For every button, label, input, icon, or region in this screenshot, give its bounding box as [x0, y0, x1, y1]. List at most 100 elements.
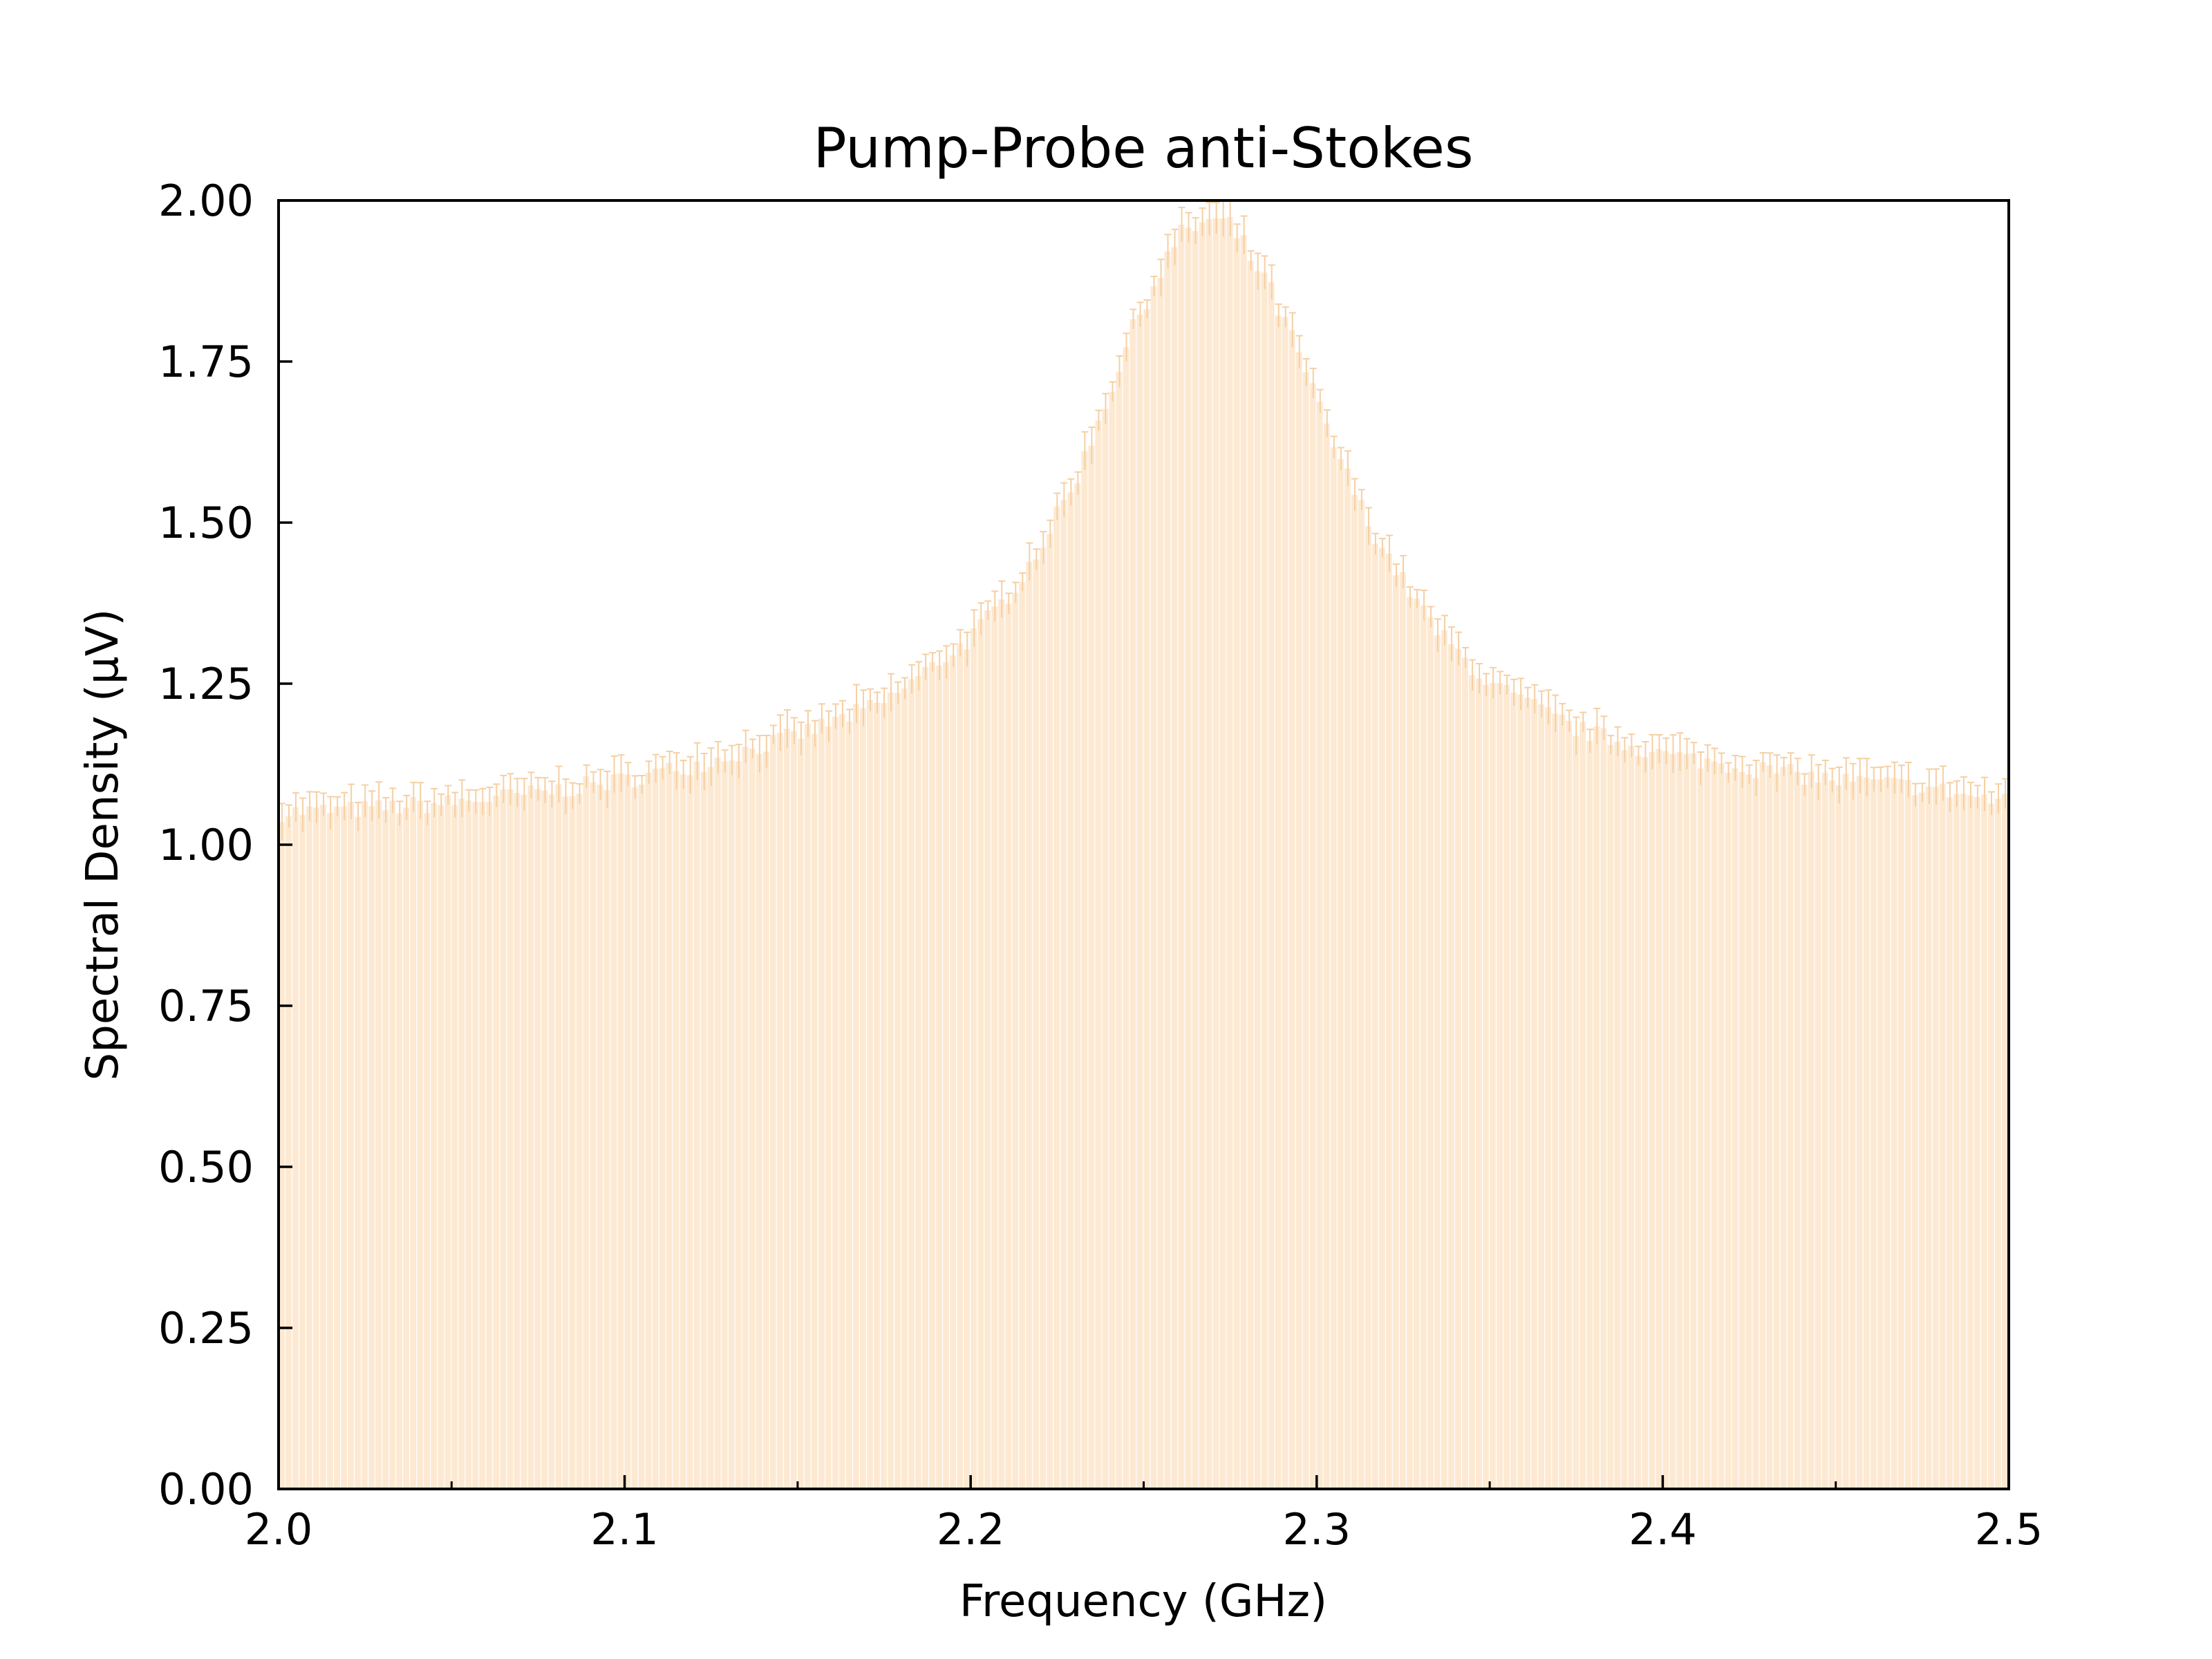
- bar: [1524, 697, 1530, 1490]
- bar: [1067, 492, 1074, 1489]
- bar: [1732, 768, 1738, 1489]
- bar: [783, 729, 790, 1489]
- bar: [1725, 772, 1732, 1489]
- bar: [320, 805, 326, 1489]
- bar: [991, 606, 998, 1489]
- bar: [1268, 282, 1275, 1490]
- bar: [1607, 744, 1614, 1489]
- bar: [1157, 278, 1164, 1489]
- bar: [279, 822, 285, 1489]
- bar: [1932, 787, 1939, 1489]
- bar: [417, 800, 424, 1489]
- bar: [832, 716, 838, 1489]
- bar: [1690, 753, 1697, 1489]
- bar: [1047, 534, 1053, 1489]
- bar: [1212, 218, 1219, 1489]
- bar: [1420, 605, 1427, 1489]
- bar: [1891, 778, 1897, 1489]
- bar: [1801, 785, 1808, 1489]
- bar: [1683, 753, 1690, 1489]
- bar: [1635, 756, 1642, 1489]
- bar: [728, 760, 735, 1489]
- bar: [1074, 483, 1081, 1489]
- bar: [1503, 684, 1510, 1490]
- bar: [984, 610, 991, 1489]
- bar: [1219, 218, 1226, 1489]
- bar: [1088, 445, 1095, 1489]
- bar: [1531, 699, 1537, 1490]
- bar: [1462, 657, 1468, 1489]
- bar: [1593, 726, 1600, 1489]
- bar: [1766, 765, 1773, 1489]
- bar: [1897, 779, 1904, 1489]
- bar: [1669, 753, 1676, 1489]
- bar: [1676, 751, 1683, 1489]
- bar: [562, 796, 569, 1489]
- bar: [583, 776, 590, 1489]
- error-bars: [279, 200, 2009, 841]
- bar: [341, 806, 347, 1489]
- bar: [679, 774, 686, 1489]
- y-tick-label: 1.50: [158, 498, 254, 548]
- bar: [1773, 773, 1780, 1489]
- bar: [742, 747, 749, 1489]
- y-tick-label: 1.75: [158, 337, 254, 387]
- bar: [1628, 745, 1635, 1489]
- bar: [1441, 630, 1447, 1490]
- bar: [299, 814, 306, 1489]
- bar: [1586, 741, 1593, 1489]
- bar: [348, 801, 354, 1489]
- bar: [804, 724, 811, 1489]
- bar: [721, 761, 728, 1489]
- bar: [1476, 678, 1482, 1489]
- bar: [1469, 675, 1475, 1489]
- bar: [444, 795, 451, 1489]
- bar: [853, 704, 859, 1489]
- bar: [1171, 247, 1178, 1490]
- bar: [1510, 692, 1517, 1490]
- bar: [431, 803, 438, 1489]
- bar: [756, 753, 762, 1489]
- bar: [1247, 261, 1254, 1490]
- bar: [1545, 707, 1552, 1489]
- bar: [845, 722, 852, 1489]
- bar: [1427, 617, 1434, 1489]
- bar: [1856, 776, 1863, 1489]
- bar: [1517, 694, 1524, 1489]
- bar: [971, 628, 977, 1489]
- bar: [410, 797, 417, 1489]
- bar: [541, 790, 548, 1489]
- bar: [707, 767, 714, 1489]
- bar: [389, 800, 395, 1489]
- bar: [1828, 780, 1835, 1489]
- bar: [2001, 794, 2008, 1489]
- bar: [1026, 561, 1033, 1490]
- bar: [825, 726, 832, 1489]
- bar: [396, 813, 403, 1489]
- bar: [1815, 782, 1821, 1489]
- bar: [1302, 372, 1309, 1489]
- bar: [929, 662, 935, 1489]
- bar: [818, 718, 825, 1489]
- bar: [936, 665, 942, 1490]
- bar: [1019, 582, 1026, 1490]
- bar: [673, 771, 679, 1489]
- bar: [1295, 352, 1302, 1489]
- bar: [1787, 764, 1794, 1489]
- x-axis: 2.0 2.1 2.2 2.3 2.4 2.5: [245, 1475, 2043, 1555]
- bar: [943, 662, 949, 1490]
- bar: [1448, 644, 1454, 1489]
- bar: [486, 801, 493, 1489]
- bar: [1033, 559, 1040, 1489]
- bar: [659, 768, 666, 1489]
- bar: [1199, 222, 1206, 1489]
- bar: [1960, 794, 1967, 1489]
- bar: [1358, 500, 1365, 1489]
- bar: [1490, 683, 1496, 1489]
- bar: [1371, 543, 1378, 1489]
- chart-title: Pump-Probe anti-Stokes: [813, 116, 1473, 180]
- bar: [624, 774, 631, 1489]
- bar: [1759, 762, 1766, 1489]
- bar: [881, 703, 887, 1489]
- bar: [700, 771, 707, 1489]
